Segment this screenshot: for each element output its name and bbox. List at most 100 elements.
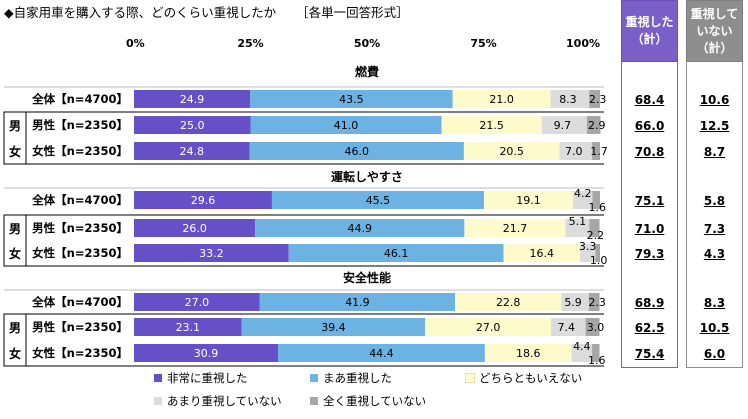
- bar-segment: [455, 293, 562, 311]
- legend-swatch: [310, 397, 318, 405]
- sum-not-important-value: 10.5: [699, 321, 730, 335]
- data-label: 3.0: [587, 321, 605, 334]
- sum-important-value: 70.8: [634, 145, 665, 159]
- summary-column-not-important: [686, 62, 743, 368]
- legend-label: 全く重視していない: [323, 394, 427, 408]
- data-label: 21.7: [503, 222, 528, 235]
- data-label: 1.7: [590, 145, 608, 158]
- bar-segment: [565, 219, 590, 237]
- bar-segment: [503, 244, 580, 262]
- group-title: 安全性能: [343, 270, 391, 285]
- gender-label-male: 男: [9, 119, 21, 133]
- row-label: 女性【n=2350】: [32, 346, 128, 360]
- data-label: 44.4: [369, 347, 394, 360]
- sum-important-value: 75.1: [634, 194, 665, 208]
- x-tick-label: 0%: [126, 37, 145, 50]
- bar-segment: [249, 142, 464, 160]
- sum-not-important-value: 7.3: [703, 222, 726, 236]
- row-label: 男性【n=2350】: [32, 221, 128, 235]
- x-tick-label: 50%: [354, 37, 380, 50]
- bar-segment: [541, 116, 587, 134]
- summary-header-line: （計）: [631, 32, 668, 46]
- data-label: 2.9: [588, 119, 606, 132]
- bar-segment: [134, 244, 289, 262]
- bar-segment: [595, 244, 600, 262]
- title-text: ◆自家用車を購入する際、どのくらい重視したか: [4, 5, 277, 20]
- data-label: 21.5: [479, 119, 504, 132]
- data-label: 22.8: [496, 296, 521, 309]
- data-label: 5.1: [569, 215, 587, 228]
- data-label: 46.1: [384, 247, 409, 260]
- data-label: 27.0: [185, 296, 210, 309]
- data-label: 20.5: [499, 145, 524, 158]
- bar-segment: [463, 142, 560, 160]
- data-label: 7.0: [565, 145, 583, 158]
- gender-label-female: 女: [9, 144, 21, 159]
- sum-not-important-value: 6.0: [703, 347, 726, 361]
- bar-segment: [589, 90, 600, 108]
- bar-segment: [589, 219, 600, 237]
- data-label: 1.6: [589, 201, 607, 214]
- legend-item: どちらともいえない: [465, 370, 583, 386]
- bar-segment: [452, 90, 551, 108]
- bar-segment: [134, 344, 278, 362]
- bar-segment: [551, 318, 586, 336]
- bar-segment: [550, 90, 590, 108]
- summary-header-line: 重視して: [690, 6, 739, 21]
- sum-important-value: 79.3: [634, 247, 665, 261]
- summary-header-line: （計）: [696, 40, 733, 55]
- data-label: 46.0: [344, 145, 369, 158]
- gender-label-male: 男: [9, 321, 21, 335]
- data-label: 33.2: [199, 247, 224, 260]
- data-label: 39.4: [321, 321, 346, 334]
- bar-segment: [259, 293, 456, 311]
- bar-segment: [241, 318, 426, 336]
- data-label: 4.4: [573, 340, 591, 353]
- sum-important-value: 68.9: [634, 296, 665, 310]
- summary-header-line: 重視した: [625, 15, 674, 29]
- data-label: 26.0: [182, 222, 207, 235]
- bar-segment: [250, 90, 453, 108]
- legend-item: まあ重視した: [310, 370, 392, 386]
- data-label: 1.0: [590, 254, 608, 267]
- sum-not-important-value: 12.5: [699, 119, 730, 133]
- data-label: 41.9: [345, 296, 370, 309]
- data-label: 30.9: [194, 347, 219, 360]
- bar-segment: [592, 344, 600, 362]
- bar-segment: [561, 293, 589, 311]
- data-label: 21.0: [489, 93, 514, 106]
- bar-segment: [134, 318, 242, 336]
- bar-segment: [483, 191, 573, 209]
- sum-not-important-value: 8.7: [703, 145, 726, 159]
- bar-segment: [277, 344, 485, 362]
- legend-item: 非常に重視した: [154, 370, 248, 386]
- bar-segment: [134, 90, 251, 108]
- data-label: 2.3: [588, 296, 606, 309]
- data-label: 2.2: [587, 229, 605, 242]
- row-label: 全体【n=4700】: [31, 92, 128, 106]
- data-label: 45.5: [366, 194, 391, 207]
- x-tick-label: 100%: [566, 37, 600, 50]
- bar-segment: [592, 142, 600, 160]
- legend-label: どちらともいえない: [479, 371, 583, 385]
- data-label: 2.3: [589, 93, 607, 106]
- row-label: 全体【n=4700】: [31, 193, 128, 207]
- bar-segment: [585, 318, 600, 336]
- gender-label-female: 女: [9, 346, 21, 361]
- data-label: 44.9: [348, 222, 373, 235]
- data-label: 4.2: [574, 187, 592, 200]
- group-title: 燃費: [355, 64, 379, 79]
- group-title: 運転しやすさ: [331, 169, 403, 184]
- bar-segment: [464, 219, 566, 237]
- bar-segment: [134, 116, 251, 134]
- sum-important-value: 62.5: [634, 321, 665, 335]
- data-label: 16.4: [530, 247, 555, 260]
- bar-segment: [592, 191, 600, 209]
- gender-label-male: 男: [9, 222, 21, 236]
- bar-segment: [134, 142, 250, 160]
- summary-header-line: いない: [696, 23, 733, 38]
- data-label: 1.6: [588, 354, 606, 367]
- x-tick-label: 75%: [470, 37, 496, 50]
- sum-not-important-value: 8.3: [703, 296, 726, 310]
